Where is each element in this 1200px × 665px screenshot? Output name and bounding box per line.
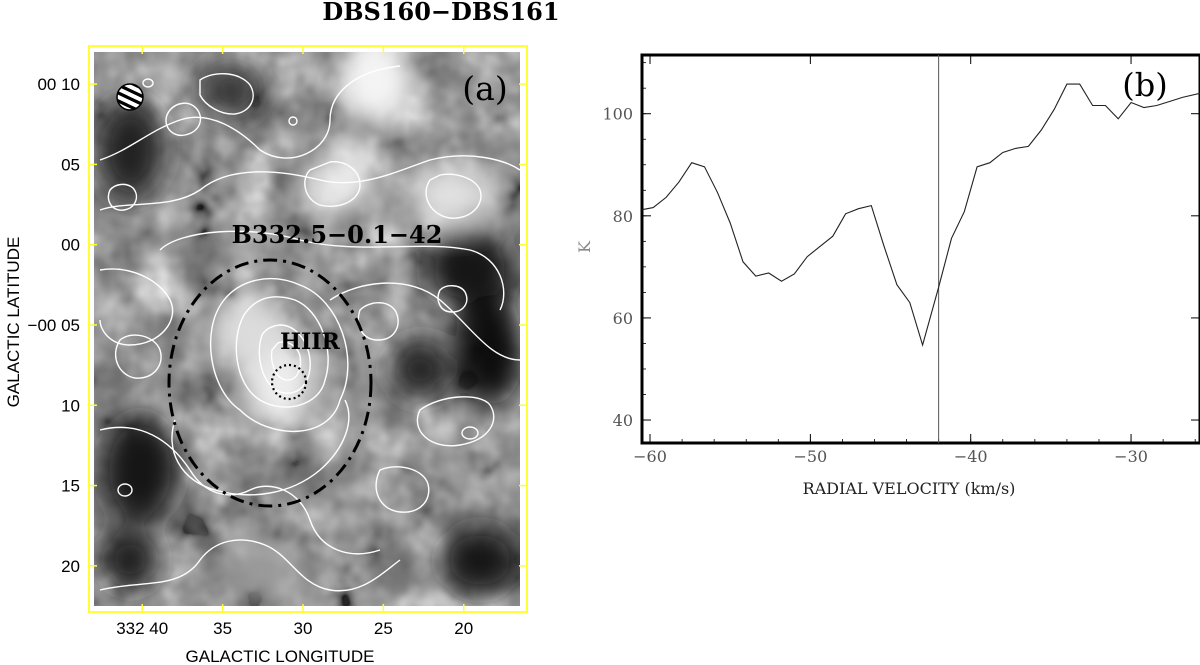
series-line-group [641, 83, 1200, 347]
panel-b-ylabel: K [575, 240, 594, 253]
panel-b-ticks [642, 55, 1200, 443]
contour-lines [99, 65, 520, 592]
panel-b: −60 −50 −40 −30 40 60 80 100 (b) K RADIAL VELO… [575, 53, 1200, 498]
bubble-ellipse [167, 258, 373, 508]
y-tick-label: 20 [61, 557, 80, 576]
y-tick-label: 00 [61, 236, 80, 255]
panel-a-x-tick-labels: 332 40 35 30 25 20 [116, 619, 473, 638]
grayscale-map: (a) B332.5−0.1−42 HIIR [94, 52, 520, 606]
bubble-label: B332.5−0.1−42 [232, 220, 443, 249]
x-tick-label: −40 [954, 447, 988, 466]
x-tick-label: 20 [454, 619, 473, 638]
x-tick-label: 30 [294, 619, 313, 638]
y-tick-label: −00 05 [28, 316, 80, 335]
x-tick-label: −50 [793, 447, 827, 466]
panel-a: (a) B332.5−0.1−42 HIIR 00 10 05 00 −00 05 10… [4, 45, 528, 665]
hiir-label: HIIR [280, 329, 340, 355]
y-tick-label: 80 [613, 207, 633, 226]
x-tick-label: 332 40 [116, 619, 168, 638]
x-tick-label: 35 [213, 619, 232, 638]
panel-a-label: (a) [462, 69, 507, 108]
y-tick-label: 40 [613, 411, 633, 430]
x-tick-label: −60 [633, 447, 667, 466]
panel-b-label: (b) [1122, 66, 1167, 104]
y-tick-label: 00 10 [37, 75, 80, 94]
y-tick-label: 100 [602, 105, 633, 124]
panel-b-xlabel: RADIAL VELOCITY (km/s) [803, 479, 1016, 498]
panel-b-y-tick-labels: 40 60 80 100 [602, 105, 633, 430]
x-tick-label: −30 [1114, 447, 1148, 466]
y-tick-label: 05 [61, 155, 80, 174]
figure-title: DBS160−DBS161 [322, 0, 559, 26]
panel-a-ylabel: GALACTIC LATITUDE [4, 237, 23, 408]
y-tick-label: 10 [61, 396, 80, 415]
y-tick-label: 60 [613, 309, 633, 328]
y-tick-label: 15 [61, 477, 80, 496]
series-line [641, 83, 1200, 347]
x-tick-label: 25 [374, 619, 393, 638]
panel-a-xlabel: GALACTIC LONGITUDE [186, 647, 375, 665]
plot-frame [640, 53, 1200, 445]
hiir-circle [270, 363, 308, 401]
panel-b-x-tick-labels: −60 −50 −40 −30 [633, 447, 1148, 466]
panel-a-y-tick-labels: 00 10 05 00 −00 05 10 15 20 [28, 75, 80, 576]
panel-a-ticks [89, 46, 527, 612]
